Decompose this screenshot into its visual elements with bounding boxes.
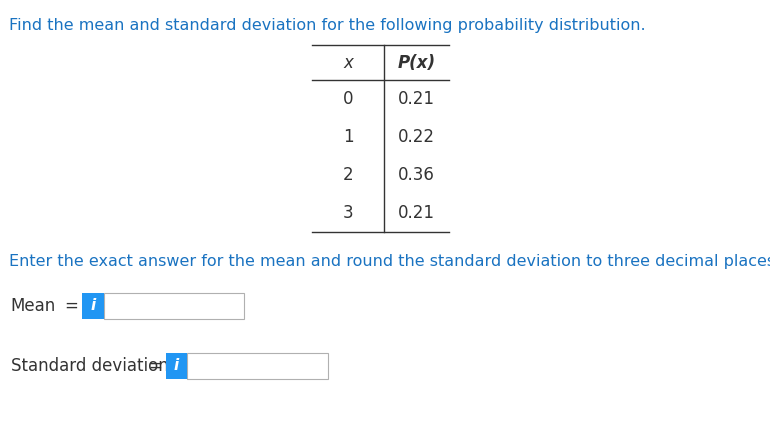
Bar [166,353,187,379]
Text: Enter the exact answer for the mean and round the standard deviation to three de: Enter the exact answer for the mean and … [9,254,770,269]
Text: =: = [149,357,162,375]
Text: P(x): P(x) [398,54,436,71]
Text: 3: 3 [343,204,353,222]
Text: i: i [174,359,179,374]
Text: 0.36: 0.36 [398,166,435,184]
Text: 0.22: 0.22 [398,128,435,146]
Text: Standard deviation: Standard deviation [11,357,169,375]
Text: x: x [343,54,353,71]
Bar [82,293,103,319]
Text: Find the mean and standard deviation for the following probability distribution.: Find the mean and standard deviation for… [9,18,646,33]
Text: 0.21: 0.21 [398,90,435,108]
Text: 2: 2 [343,166,353,184]
Text: =: = [65,297,79,315]
Bar [103,293,244,319]
Text: 1: 1 [343,128,353,146]
Text: Mean: Mean [11,297,56,315]
Text: 0: 0 [343,90,353,108]
Text: i: i [90,298,95,313]
Text: 0.21: 0.21 [398,204,435,222]
Bar [187,353,328,379]
